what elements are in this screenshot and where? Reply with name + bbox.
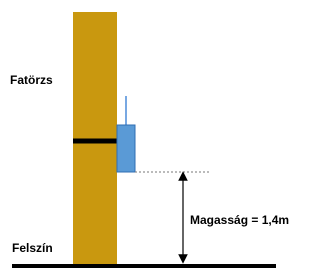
sensor-box <box>117 125 135 172</box>
height-label: Magasság = 1,4m <box>190 213 289 227</box>
ground-label: Felszín <box>12 241 53 255</box>
trunk-label: Fatörzs <box>10 73 53 87</box>
diagram: Fatörzs Felszín Magasság = 1,4m <box>0 0 322 269</box>
